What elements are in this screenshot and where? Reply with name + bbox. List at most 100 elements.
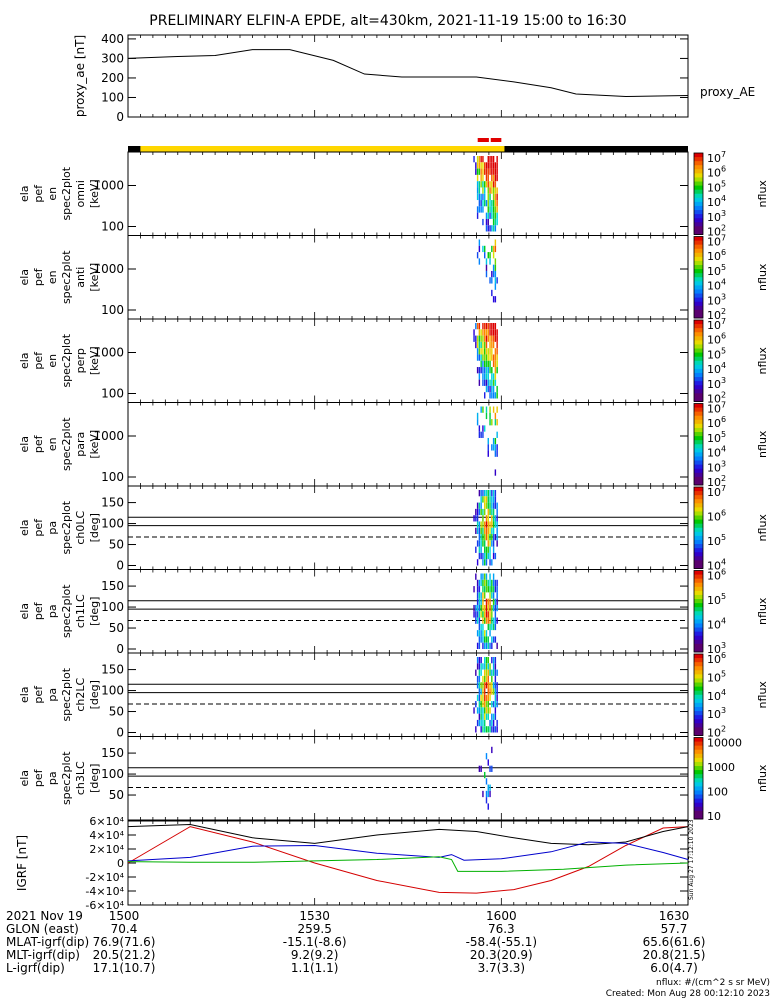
heatmap-cell [480,206,482,213]
heatmap-cell [494,669,497,676]
colorbar-tick-label: 100 [707,786,728,799]
heatmap-cell [484,701,486,708]
colorbar-swatch [694,440,703,445]
colorbar-swatch [694,372,703,378]
heatmap-cell [487,694,489,702]
heatmap-cell [478,701,481,708]
heatmap-cell [476,521,479,528]
heatmap-cell [473,515,475,522]
heatmap-cell [492,252,495,259]
heatmap-cell [478,527,481,535]
panel-y-tick-label: 100 [101,303,124,317]
colorbar-swatch [694,594,703,600]
igrf-line-blue [127,841,689,862]
heatmap-cell [485,341,488,349]
heatmap-cell [478,168,481,175]
colorbar-swatch [694,301,703,307]
heatmap-cell [484,669,486,676]
heatmap-cell [482,174,484,182]
heatmap-cell [484,559,486,566]
colorbar-swatch [694,599,703,604]
colorbar-swatch [694,269,703,274]
colorbar-swatch [694,519,703,525]
heatmap-cell [492,636,495,643]
heatmap-cell [494,168,497,175]
heatmap-cell [494,604,497,612]
heatmap-cell [476,156,479,163]
heatmap-cell [478,341,481,349]
heatmap-cell [485,181,488,188]
colorbar-swatch [694,411,703,417]
colorbar-swatch [694,265,703,270]
colorbar-swatch [694,603,703,608]
heatmap-cell [492,688,495,695]
heatmap-cell [480,367,482,374]
colorbar-swatch [694,611,703,616]
heatmap-cell [485,367,488,374]
heatmap-cell [492,546,495,553]
heatmap-cell [475,726,477,733]
colorbar-swatch [694,623,703,629]
colorbar-swatch [694,210,703,215]
colorbar-swatch [694,256,703,262]
heatmap-cell [489,586,491,593]
colorbar-swatch [694,397,703,402]
colorbar-tick-label: 106 [707,332,726,347]
heatmap-cell [484,604,486,612]
heatmap-cell [492,701,495,708]
heatmap-cell [475,341,477,349]
heatmap-cell [485,617,488,624]
heatmap-cell [484,694,486,702]
heatmap-cell [487,784,489,791]
heatmap-cell [496,669,498,676]
panel-y-tick-label: 50 [109,621,124,635]
heatmap-cell [494,502,497,509]
spin-bar-segment-shadow [504,146,688,152]
heatmap-cell [494,713,497,720]
colorbar-swatch [694,727,703,732]
heatmap-cell [489,573,491,580]
ae-y-tick-label: 100 [101,90,124,104]
colorbar-tick-label: 107 [707,401,726,416]
heatmap-cell [487,156,489,163]
colorbar-swatch [694,552,703,557]
heatmap-cell [478,540,481,547]
heatmap-cell [494,534,497,541]
heatmap-cell [487,534,489,541]
heatmap-cell [487,759,489,766]
heatmap-cell [478,657,481,664]
colorbar-swatch [694,419,703,425]
panel-y-tick-label: 100 [101,387,124,401]
colorbar-swatch [694,539,703,545]
heatmap-cell [476,335,479,342]
heatmap-cell [494,218,497,226]
panel-ylabel-word: pef [32,267,45,286]
heatmap-cell [491,527,493,535]
heatmap-cell [482,663,484,670]
heatmap-cell [476,354,479,361]
heatmap-cell [492,200,495,207]
heatmap-cell [484,630,486,637]
heatmap-cell [482,707,484,714]
heatmap-cell [485,354,488,361]
heatmap-cell [482,162,484,169]
heatmap-cell [484,245,486,253]
heatmap-cell [484,675,486,683]
heatmap-cell [485,174,488,182]
colorbar-swatch [694,802,703,808]
heatmap-cell [487,546,489,553]
colorbar-tick-label: 106 [707,248,726,263]
colorbar-swatch [694,297,703,303]
heatmap-cell [491,444,493,451]
panel-ylabel-word: [keV] [88,263,101,292]
heatmap-cell [492,598,495,605]
heatmap-cell [487,657,489,664]
heatmap-cell [476,515,479,522]
heatmap-cell [494,707,497,714]
heatmap-cell [496,419,498,426]
heatmap-cell [480,765,482,772]
heatmap-cell [485,579,488,587]
heatmap-cell [487,323,489,330]
heatmap-cell [494,187,497,194]
